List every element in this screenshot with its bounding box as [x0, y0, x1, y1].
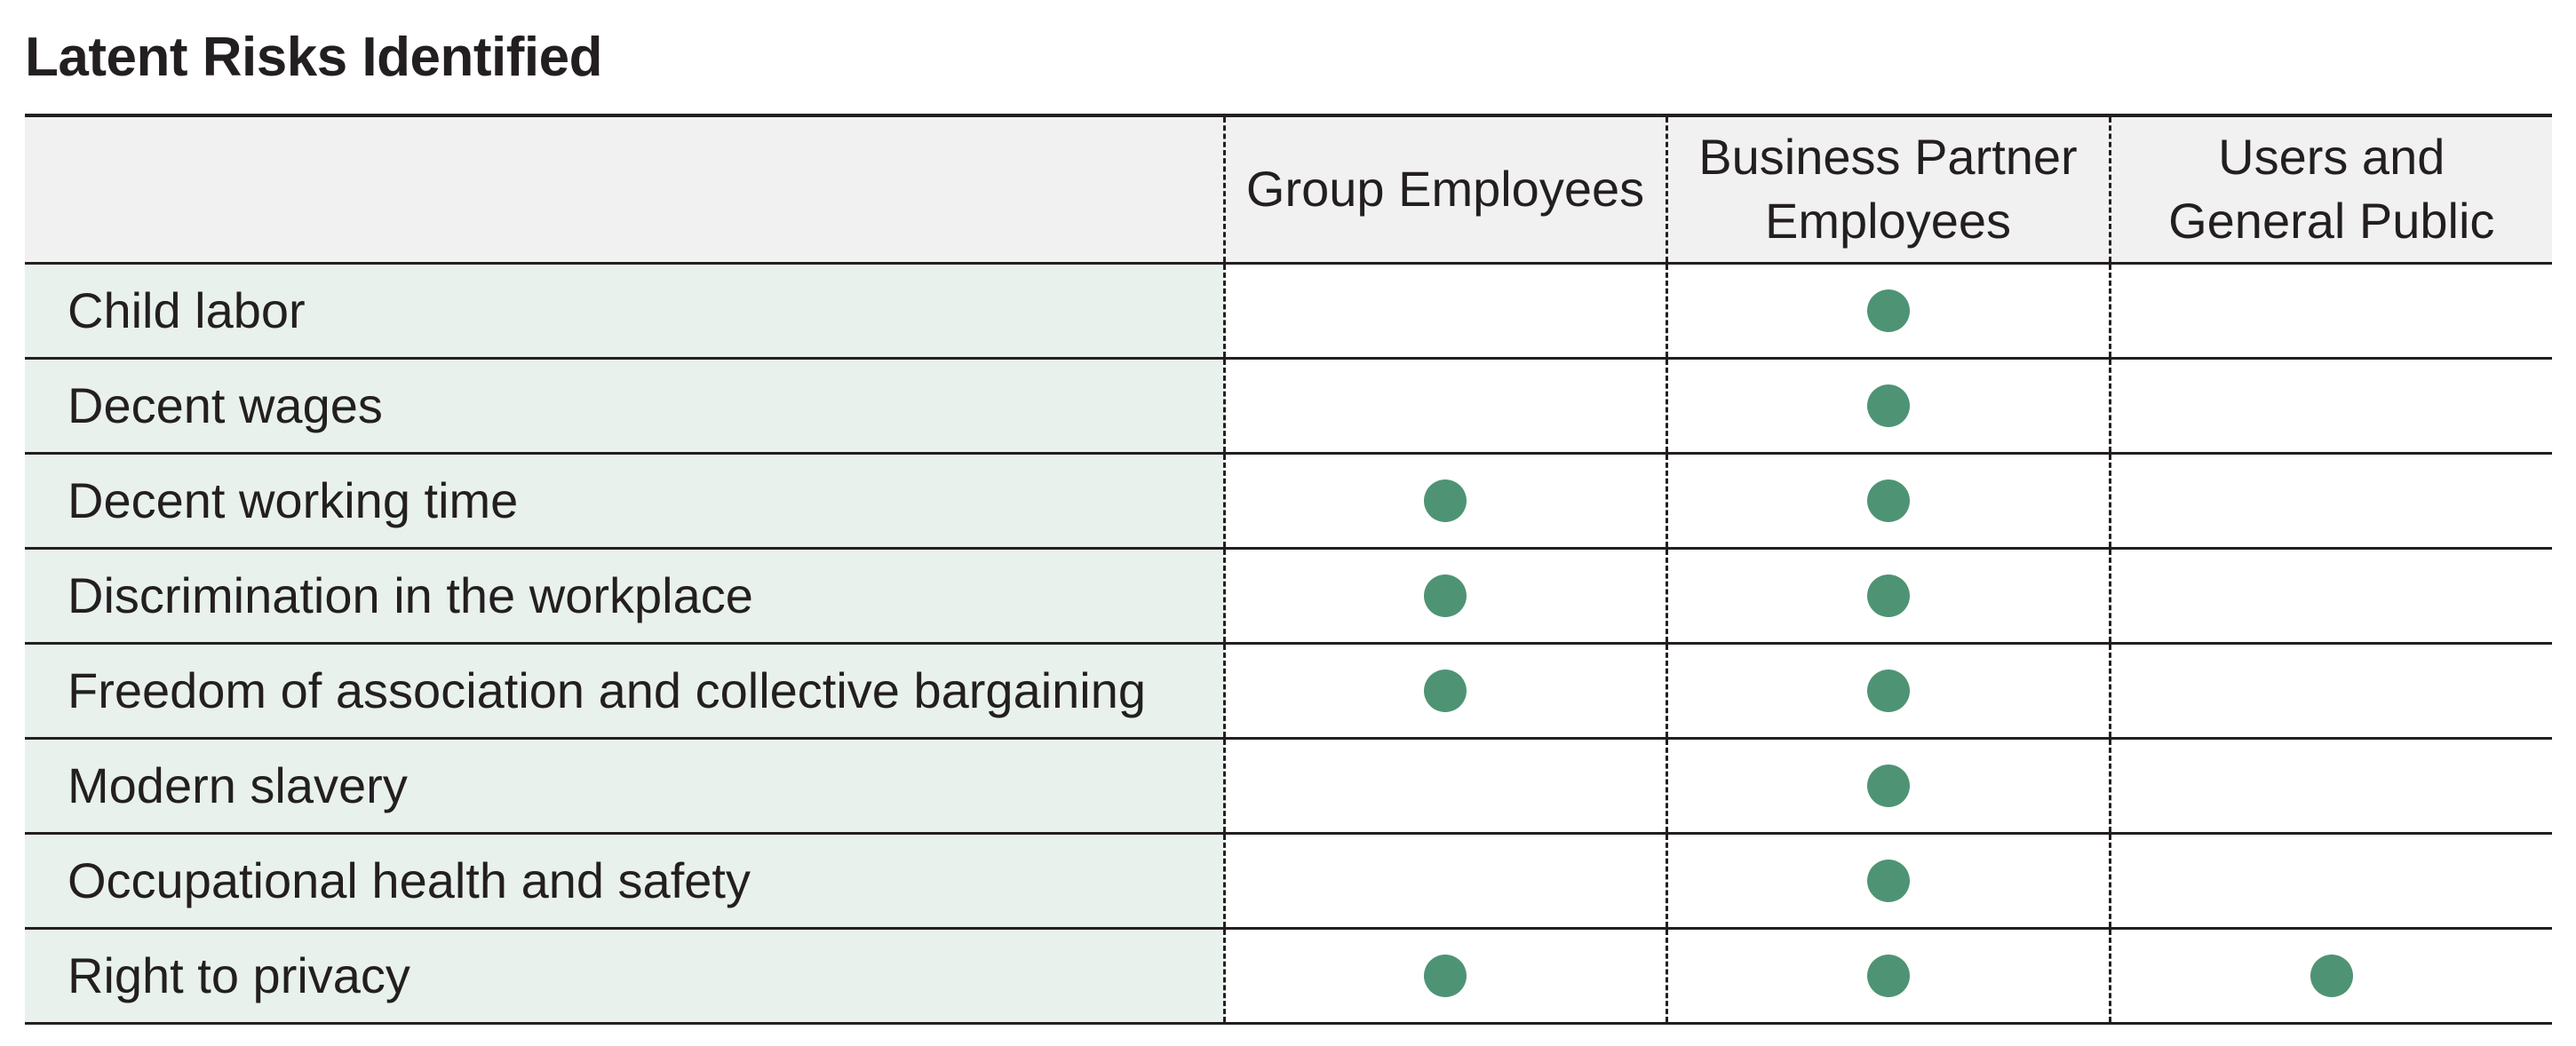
group-employees-cell	[1222, 928, 1666, 1023]
risk-label: Modern slavery	[25, 738, 1224, 833]
business-partner-employees-cell	[1665, 928, 2110, 1023]
risk-label: Discrimination in the workplace	[25, 548, 1224, 643]
business-partner-employees-header: Business Partner Employees	[1665, 115, 2110, 263]
group-employees-cell	[1222, 263, 1666, 358]
risk-indicator-dot-icon	[1866, 479, 1910, 522]
risk-label: Decent working time	[25, 453, 1224, 548]
users-general-public-cell	[2108, 833, 2552, 928]
users-general-public-header-line-1: Users and	[2218, 129, 2445, 186]
risk-indicator-dot-icon	[1424, 479, 1467, 522]
business-partner-employees-header-line-2: Employees	[1764, 193, 2012, 250]
users-general-public-cell	[2108, 453, 2552, 548]
business-partner-employees-cell	[1665, 643, 2110, 738]
risk-indicator-dot-icon	[2310, 954, 2353, 997]
business-partner-employees-cell	[1665, 548, 2110, 643]
risk-indicator-dot-icon	[1424, 574, 1467, 617]
group-employees-header: Group Employees	[1222, 115, 1666, 263]
risk-rows: Child labor Decent wages Decent working ti…	[25, 263, 2552, 1023]
risk-indicator-dot-icon	[1866, 669, 1910, 712]
risk-indicator-dot-icon	[1866, 764, 1910, 807]
users-general-public-cell	[2108, 643, 2552, 738]
risk-label: Occupational health and safety	[25, 833, 1224, 928]
table-row: Right to privacy	[25, 928, 2552, 1023]
risk-indicator-dot-icon	[1866, 954, 1910, 997]
risk-indicator-dot-icon	[1424, 954, 1467, 997]
table-row: Discrimination in the workplace	[25, 548, 2552, 643]
risk-indicator-dot-icon	[1866, 574, 1910, 617]
group-employees-header-line-1: Group Employees	[1245, 161, 1645, 218]
table-row: Decent wages	[25, 358, 2552, 453]
risk-indicator-dot-icon	[1866, 859, 1910, 902]
users-general-public-header-line-2: General Public	[2168, 193, 2495, 250]
page-title: Latent Risks Identified	[25, 27, 602, 88]
latent-risks-table: Group Employees Business Partner Employe…	[25, 114, 2552, 1025]
business-partner-employees-cell	[1665, 263, 2110, 358]
group-employees-cell	[1222, 738, 1666, 833]
group-employees-cell	[1222, 833, 1666, 928]
group-employees-cell	[1222, 548, 1666, 643]
business-partner-employees-header-line-1: Business Partner	[1698, 129, 2078, 186]
business-partner-employees-cell	[1665, 453, 2110, 548]
business-partner-employees-cell	[1665, 833, 2110, 928]
users-general-public-header: Users and General Public	[2108, 115, 2552, 263]
table-row: Freedom of association and collective ba…	[25, 643, 2552, 738]
business-partner-employees-cell	[1665, 358, 2110, 453]
users-general-public-cell	[2108, 358, 2552, 453]
table-row: Occupational health and safety	[25, 833, 2552, 928]
risk-indicator-dot-icon	[1424, 669, 1467, 712]
risk-label: Child labor	[25, 263, 1224, 358]
group-employees-cell	[1222, 358, 1666, 453]
risk-label: Right to privacy	[25, 928, 1224, 1023]
table-row: Modern slavery	[25, 738, 2552, 833]
users-general-public-cell	[2108, 263, 2552, 358]
table-header-row: Group Employees Business Partner Employe…	[25, 115, 2552, 263]
risk-column-header	[25, 115, 1224, 263]
business-partner-employees-cell	[1665, 738, 2110, 833]
risk-label: Freedom of association and collective ba…	[25, 643, 1224, 738]
group-employees-cell	[1222, 453, 1666, 548]
users-general-public-cell	[2108, 738, 2552, 833]
table-row: Decent working time	[25, 453, 2552, 548]
table-row: Child labor	[25, 263, 2552, 358]
risk-label: Decent wages	[25, 358, 1224, 453]
users-general-public-cell	[2108, 548, 2552, 643]
risk-indicator-dot-icon	[1866, 384, 1910, 427]
users-general-public-cell	[2108, 928, 2552, 1023]
risk-indicator-dot-icon	[1866, 289, 1910, 332]
group-employees-cell	[1222, 643, 1666, 738]
